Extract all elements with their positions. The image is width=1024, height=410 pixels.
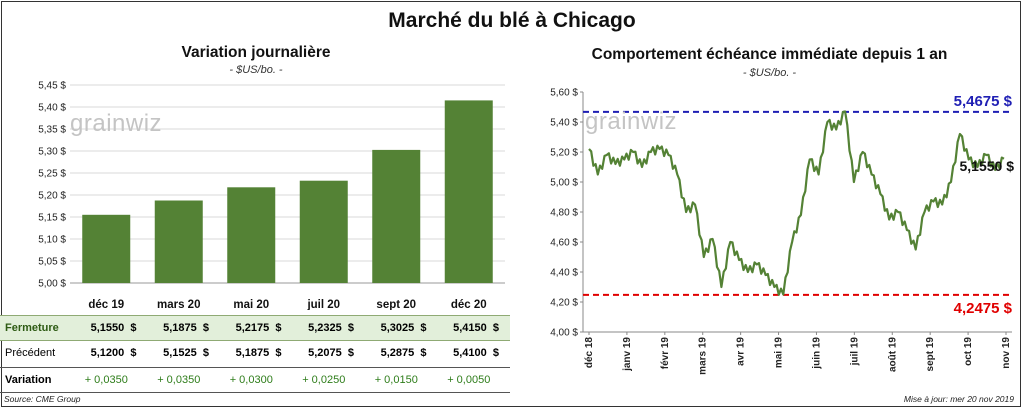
table-row: Variation + 0,0350 + 0,0350 + 0,0300 + 0,025…	[0, 367, 510, 393]
bar-chart: 5,00 $ 5,05 $ 5,10 $ 5,15 $ 5,20 $ 5,25 $ 5,30…	[38, 81, 505, 310]
right-panel-title: Comportement échéance immédiate depuis 1…	[591, 46, 948, 63]
table-cell: 5,1875 $	[235, 347, 282, 359]
y-tick-label: 5,00 $	[38, 279, 66, 290]
table-cell: 5,2325 $	[308, 322, 354, 334]
table-cell: 5,1525 $	[163, 347, 209, 359]
source-note: Source: CME Group	[4, 394, 81, 404]
bar	[299, 180, 348, 283]
table-cell: 5,1200 $	[90, 347, 137, 359]
grainwiz-logo-right: grainwiz	[585, 108, 677, 136]
y-tick-label: 5,35 $	[38, 125, 66, 136]
table-cell: + 0,0350	[84, 374, 128, 386]
table-cell: + 0,0350	[157, 374, 201, 386]
table-row-label: Précédent	[5, 347, 56, 359]
table-row-label: Variation	[5, 374, 52, 386]
bar	[154, 200, 203, 283]
y-tick-label: 5,20 $	[38, 191, 66, 202]
table-cell: + 0,0150	[374, 374, 418, 386]
right-panel-subtitle: - $US/bo. -	[742, 67, 797, 79]
y-tick-label: 5,10 $	[38, 235, 66, 246]
y-tick-label: 5,30 $	[38, 147, 66, 158]
grainwiz-logo-left: grainwiz	[70, 110, 162, 138]
bar	[444, 100, 493, 284]
x-tick-label: sept 20	[376, 299, 416, 310]
table-cell: 5,2175 $	[235, 322, 282, 334]
table-cell: + 0,0250	[302, 374, 346, 386]
table-row: Précédent 5,1200 $ 5,1525 $ 5,1875 $ 5,2075 …	[0, 341, 510, 365]
main-title: Marché du blé à Chicago	[388, 9, 636, 32]
x-tick-label: mai 20	[233, 299, 269, 310]
y-tick-label: 5,05 $	[38, 257, 66, 268]
y-tick-label: 5,45 $	[38, 81, 66, 92]
table-cell: 5,1550 $	[90, 322, 137, 334]
left-panel-subtitle: - $US/bo. -	[229, 64, 283, 76]
bar	[82, 214, 131, 283]
y-tick-label: 5,25 $	[38, 169, 66, 180]
logo-text: grainwiz	[70, 110, 163, 137]
table-cell: 5,3025 $	[380, 322, 427, 334]
y-tick-label: 5,15 $	[38, 213, 66, 224]
x-tick-label: juil 20	[306, 299, 340, 310]
x-tick-label: déc 19	[88, 299, 124, 310]
table-cell: 5,4150 $	[453, 322, 499, 334]
table-cell: 5,1875 $	[163, 322, 209, 334]
bar	[227, 187, 276, 283]
left-panel-title: Variation journalière	[181, 44, 331, 61]
update-note: Mise à jour: mer 20 nov 2019	[903, 394, 1014, 404]
table-cell: + 0,0050	[447, 374, 491, 386]
table-cell: 5,2875 $	[380, 347, 427, 359]
table-row: Fermeture 5,1550 $ 5,1875 $ 5,2175 $ 5,2325 …	[0, 315, 510, 341]
table-row-label: Fermeture	[5, 322, 59, 334]
logo-text: grainwiz	[585, 108, 678, 135]
x-tick-label: déc 20	[451, 299, 487, 310]
table-cell: 5,4100 $	[453, 347, 499, 359]
y-tick-label: 5,40 $	[38, 103, 66, 114]
bar	[372, 149, 421, 283]
table-cell: 5,2075 $	[308, 347, 354, 359]
x-tick-label: mars 20	[157, 299, 200, 310]
table-cell: + 0,0300	[229, 374, 273, 386]
